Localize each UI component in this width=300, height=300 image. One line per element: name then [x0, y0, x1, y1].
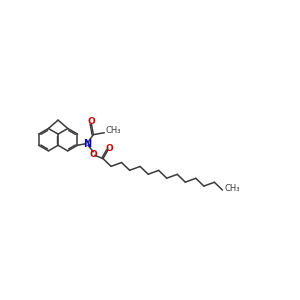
Text: CH₃: CH₃ [106, 126, 121, 135]
Text: CH₃: CH₃ [224, 184, 240, 193]
Text: N: N [83, 139, 91, 149]
Text: O: O [89, 150, 97, 159]
Text: O: O [88, 117, 95, 126]
Text: O: O [105, 144, 113, 153]
